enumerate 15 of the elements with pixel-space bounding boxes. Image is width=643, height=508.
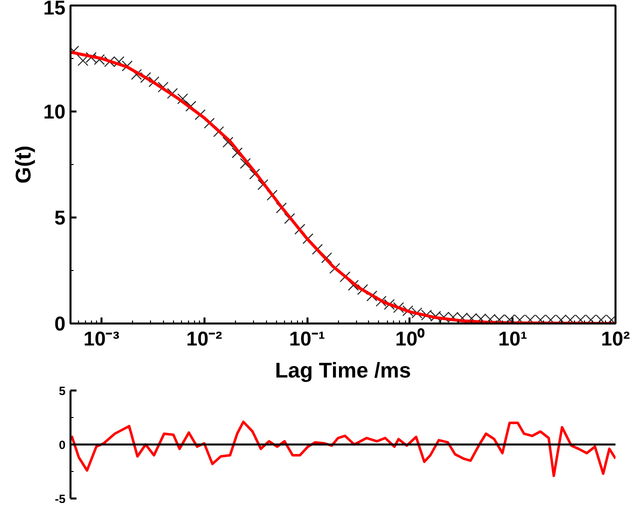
y-tick-label: 15 xyxy=(43,0,66,20)
y-tick-label: 10 xyxy=(43,102,66,124)
y-tick-label: 0 xyxy=(54,314,66,336)
x-tick-label: 10⁻¹ xyxy=(289,328,326,350)
y-tick-label: 5 xyxy=(54,208,66,230)
x-tick-label: 10⁻³ xyxy=(83,328,120,350)
x-tick-label: 10⁻² xyxy=(186,328,223,350)
y-tick-label: -5 xyxy=(54,492,66,506)
x-tick-label: 10¹ xyxy=(498,328,528,350)
x-tick-label: 10⁰ xyxy=(395,328,425,350)
y-tick-label: 5 xyxy=(58,384,66,398)
x-tick-label: 10² xyxy=(601,328,630,350)
x-axis-title: Lag Time /ms xyxy=(275,358,411,382)
y-tick-label: 0 xyxy=(58,438,66,452)
y-axis-title: G(t) xyxy=(11,146,36,184)
